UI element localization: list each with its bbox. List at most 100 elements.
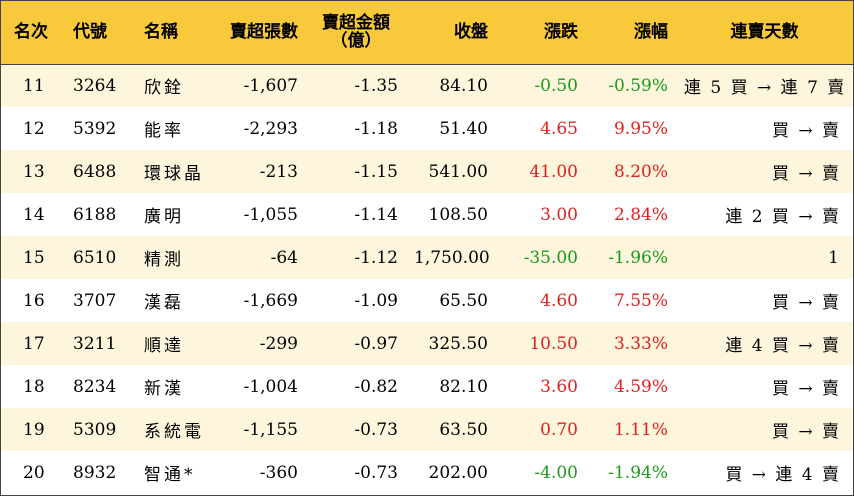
table-cell-name: 順達: [144, 336, 184, 356]
table-cell-close: 1,750.00: [414, 247, 490, 268]
table-cell-net-sell-lots: -213: [259, 161, 298, 182]
table-row: 15 6510 精測 -64 -1.12 1,750.00 -35.00 -1.96% 1: [1, 236, 853, 279]
table-cell-change-pct: -0.59%: [608, 75, 668, 96]
table-cell-name: 新漢: [144, 379, 184, 399]
table-cell-change: -0.50: [534, 75, 578, 96]
table-cell-net-sell-lots: -64: [270, 247, 298, 268]
table-cell-consecutive-days: 連 5 買 → 連 7 賣: [684, 78, 847, 99]
table-cell-consecutive-days: 買 → 連 4 賣: [725, 465, 841, 485]
table-cell-net-sell-lots: -360: [259, 462, 298, 483]
table-cell-change-pct: 3.33%: [613, 333, 668, 354]
header-rank: 名次: [14, 22, 48, 43]
header-net-sell-amount-unit: （億）: [330, 31, 382, 52]
table-cell-change: 4.60: [540, 290, 578, 311]
table-cell-change: 3.60: [540, 376, 578, 397]
table-cell-change-pct: 9.95%: [613, 118, 668, 139]
header-code: 代號: [73, 22, 107, 43]
table-cell-net-sell-amount: -0.73: [354, 462, 398, 483]
table-cell-code: 3211: [73, 333, 117, 354]
header-change-pct: 漲幅: [634, 22, 668, 43]
header-net-sell-amount-label: 賣超金額: [322, 13, 390, 34]
table-header: 名次 代號 名稱 賣超張數 賣超金額 （億） 收盤 漲跌 漲幅 連賣天數: [1, 1, 853, 64]
header-change: 漲跌: [544, 22, 578, 43]
table-cell-rank: 18: [23, 376, 45, 397]
table-cell-consecutive-days: 1: [828, 247, 841, 268]
table-cell-net-sell-lots: -1,155: [243, 419, 298, 440]
header-net-sell-amount: 賣超金額 （億）: [306, 1, 406, 64]
table-cell-code: 5309: [73, 419, 117, 440]
table-cell-change: 10.50: [529, 333, 578, 354]
table-cell-name: 精測: [144, 250, 184, 270]
table-cell-net-sell-amount: -1.14: [354, 204, 398, 225]
table-cell-close: 202.00: [428, 462, 488, 483]
table-cell-net-sell-amount: -0.97: [354, 333, 398, 354]
table-cell-net-sell-lots: -299: [259, 333, 298, 354]
table-row: 17 3211 順達 -299 -0.97 325.50 10.50 3.33% 連 4 買 →…: [1, 322, 853, 365]
table-cell-rank: 19: [23, 419, 45, 440]
table-cell-close: 65.50: [439, 290, 488, 311]
table-cell-code: 8932: [73, 462, 117, 483]
table-cell-net-sell-amount: -1.09: [354, 290, 398, 311]
table-row: 13 6488 環球晶 -213 -1.15 541.00 41.00 8.20% 買 → 賣: [1, 150, 853, 193]
table-cell-change: 41.00: [529, 161, 578, 182]
table-cell-close: 541.00: [428, 161, 488, 182]
table-cell-code: 6510: [73, 247, 117, 268]
table-cell-rank: 13: [23, 161, 45, 182]
table-cell-rank: 12: [23, 118, 45, 139]
table-cell-consecutive-days: 買 → 賣: [771, 293, 841, 313]
table-cell-net-sell-lots: -1,669: [243, 290, 298, 311]
table-cell-change: 3.00: [540, 204, 578, 225]
table-cell-consecutive-days: 買 → 賣: [771, 121, 841, 141]
header-net-sell-lots: 賣超張數: [230, 22, 298, 43]
table-row: 14 6188 廣明 -1,055 -1.14 108.50 3.00 2.84% 連 2 買 …: [1, 193, 853, 236]
table-cell-name: 漢磊: [144, 293, 184, 313]
table-cell-net-sell-lots: -1,607: [243, 75, 298, 96]
table-cell-close: 84.10: [439, 75, 488, 96]
table-cell-net-sell-amount: -1.35: [354, 75, 398, 96]
table-cell-rank: 17: [23, 333, 45, 354]
table-cell-net-sell-amount: -1.18: [354, 118, 398, 139]
table-row: 20 8932 智通* -360 -0.73 202.00 -4.00 -1.94% 買 → 連…: [1, 451, 853, 494]
table-cell-close: 325.50: [428, 333, 488, 354]
table-cell-change-pct: 7.55%: [613, 290, 668, 311]
table-cell-code: 3264: [73, 75, 117, 96]
table-cell-code: 6488: [73, 161, 117, 182]
table-cell-rank: 11: [23, 75, 45, 96]
table-row: 18 8234 新漢 -1,004 -0.82 82.10 3.60 4.59% 買 → 賣: [1, 365, 853, 408]
table-cell-consecutive-days: 連 4 買 → 賣: [725, 336, 841, 356]
table-cell-code: 3707: [73, 290, 117, 311]
table-cell-net-sell-amount: -1.15: [354, 161, 398, 182]
table-cell-rank: 16: [23, 290, 45, 311]
table-row: 19 5309 系統電 -1,155 -0.73 63.50 0.70 1.11% 買 → 賣: [1, 408, 853, 451]
table-cell-close: 82.10: [439, 376, 488, 397]
table-cell-net-sell-lots: -1,055: [243, 204, 298, 225]
table-cell-change: 4.65: [540, 118, 578, 139]
table-cell-net-sell-amount: -0.73: [354, 419, 398, 440]
table-cell-rank: 14: [23, 204, 45, 225]
table-cell-change-pct: 2.84%: [613, 204, 668, 225]
table-cell-name: 廣明: [144, 207, 184, 227]
table-cell-code: 8234: [73, 376, 117, 397]
table-cell-name: 能率: [144, 121, 184, 141]
table-cell-close: 108.50: [428, 204, 488, 225]
table-cell-change-pct: -1.96%: [608, 247, 668, 268]
table-row: 11 3264 欣銓 -1,607 -1.35 84.10 -0.50 -0.59% 連 5 買…: [1, 64, 853, 107]
header-consecutive-days: 連賣天數: [730, 22, 799, 43]
table-cell-change-pct: 8.20%: [613, 161, 668, 182]
table-row: 12 5392 能率 -2,293 -1.18 51.40 4.65 9.95% 買 → 賣: [1, 107, 853, 150]
table-cell-change: 0.70: [540, 419, 578, 440]
table-cell-net-sell-lots: -1,004: [243, 376, 298, 397]
table-cell-net-sell-amount: -0.82: [354, 376, 398, 397]
table-cell-consecutive-days: 連 2 買 → 賣: [725, 207, 841, 227]
table-cell-close: 63.50: [439, 419, 488, 440]
header-name: 名稱: [144, 22, 178, 43]
table-cell-code: 5392: [73, 118, 117, 139]
table-cell-change: -4.00: [534, 462, 578, 483]
table-cell-consecutive-days: 買 → 賣: [771, 422, 841, 442]
table-cell-close: 51.40: [439, 118, 488, 139]
table-cell-consecutive-days: 買 → 賣: [771, 164, 841, 184]
header-close: 收盤: [454, 22, 488, 43]
table-cell-name: 系統電: [144, 422, 204, 442]
table-cell-change-pct: -1.94%: [608, 462, 668, 483]
